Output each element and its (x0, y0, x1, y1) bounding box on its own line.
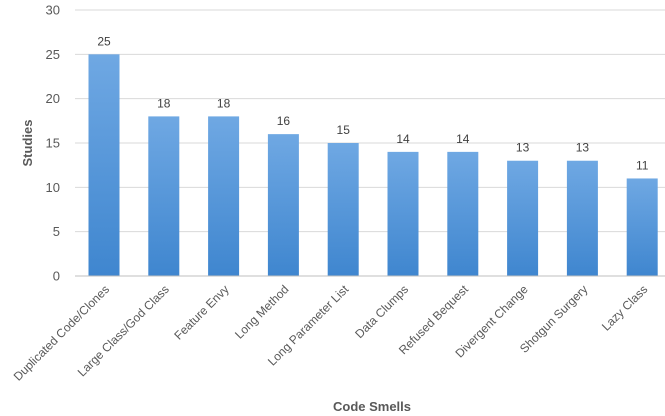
data-label: 13 (576, 141, 590, 155)
data-label: 11 (636, 158, 649, 172)
x-tick-label: Feature Envy (171, 282, 231, 342)
bar (327, 143, 359, 276)
y-tick-label: 30 (46, 3, 60, 18)
bar (626, 178, 658, 276)
data-labels: 25 18 18 16 15 14 14 13 13 11 (97, 34, 648, 172)
bar (566, 160, 598, 276)
y-tick-label: 5 (53, 224, 60, 239)
data-label: 14 (456, 132, 470, 146)
x-axis-title: Code Smells (333, 399, 411, 414)
x-tick-label: Lazy Class (599, 282, 650, 333)
x-tick-label: Data Clumps (352, 282, 411, 341)
y-axis-title: Studies (20, 120, 35, 167)
y-axis-ticks: 0 5 10 15 20 25 30 (46, 3, 60, 284)
data-label: 18 (217, 96, 231, 110)
bar (208, 116, 240, 277)
y-tick-label: 15 (46, 136, 60, 151)
data-label: 25 (97, 34, 111, 48)
data-label: 18 (157, 96, 171, 110)
x-tick-label: Long Method (232, 282, 291, 341)
bar (387, 151, 419, 276)
data-label: 15 (337, 123, 351, 137)
bar (148, 116, 180, 277)
bar (507, 160, 539, 276)
y-tick-label: 0 (53, 269, 60, 284)
y-tick-label: 20 (46, 91, 60, 106)
bar (88, 54, 120, 277)
bar (447, 151, 479, 276)
data-label: 13 (516, 141, 530, 155)
y-tick-label: 10 (46, 180, 60, 195)
bars (88, 54, 658, 277)
data-label: 14 (396, 132, 410, 146)
x-tick-label: Duplicated Code/Clones (11, 282, 112, 383)
data-label: 16 (277, 114, 291, 128)
bar (267, 134, 299, 276)
y-tick-label: 25 (46, 47, 60, 62)
